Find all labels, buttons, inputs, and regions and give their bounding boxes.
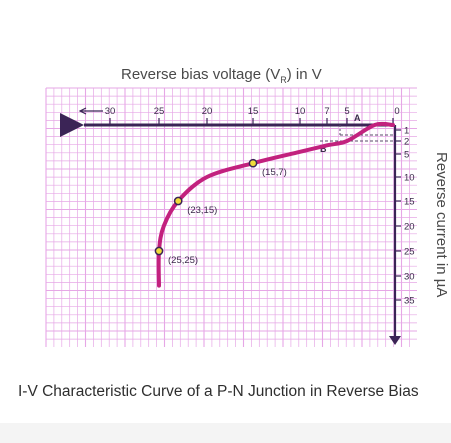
x-tick-label: 7 <box>324 106 329 117</box>
data-point-marker <box>154 246 164 256</box>
x-tick-label: 30 <box>105 106 116 117</box>
y-tick-label: 1 <box>404 126 409 137</box>
y-tick-label: 15 <box>404 197 415 208</box>
y-axis-label: Reverse current in µA <box>433 152 450 297</box>
x-arrow-indicator-head <box>78 107 87 115</box>
x-ticks: 30 25 20 15 10 7 5 0 <box>105 106 400 125</box>
x-tick-label: 25 <box>154 106 165 117</box>
chart-title: Reverse bias voltage (VR) in V <box>121 66 322 85</box>
annotated-points: (15,7) (23,15) (25,25) <box>154 158 287 266</box>
data-point-marker <box>173 196 183 206</box>
figure-panel <box>0 0 451 423</box>
label-a: A <box>354 113 361 123</box>
y-axis-arrowhead <box>389 336 401 345</box>
data-point-label: (25,25) <box>168 255 198 266</box>
y-tick-label: 20 <box>404 222 415 233</box>
grid <box>45 87 417 347</box>
y-tick-label: 10 <box>404 173 415 184</box>
x-tick-label: 10 <box>295 106 306 117</box>
x-tick-label: 20 <box>202 106 213 117</box>
data-point-label: (15,7) <box>262 167 287 178</box>
x-tick-label: 15 <box>248 106 259 117</box>
x-tick-label: 0 <box>394 106 399 117</box>
y-tick-label: 30 <box>404 272 415 283</box>
y-tick-label: 2 <box>404 137 409 148</box>
data-point-label: (23,15) <box>187 205 217 216</box>
y-tick-label: 5 <box>404 150 409 161</box>
data-point-marker <box>248 158 258 168</box>
x-tick-label: 5 <box>344 106 349 117</box>
y-tick-label: 25 <box>404 247 415 258</box>
figure-caption: I-V Characteristic Curve of a P-N Juncti… <box>18 383 419 400</box>
y-tick-label: 35 <box>404 296 415 307</box>
label-b: B <box>320 144 327 154</box>
